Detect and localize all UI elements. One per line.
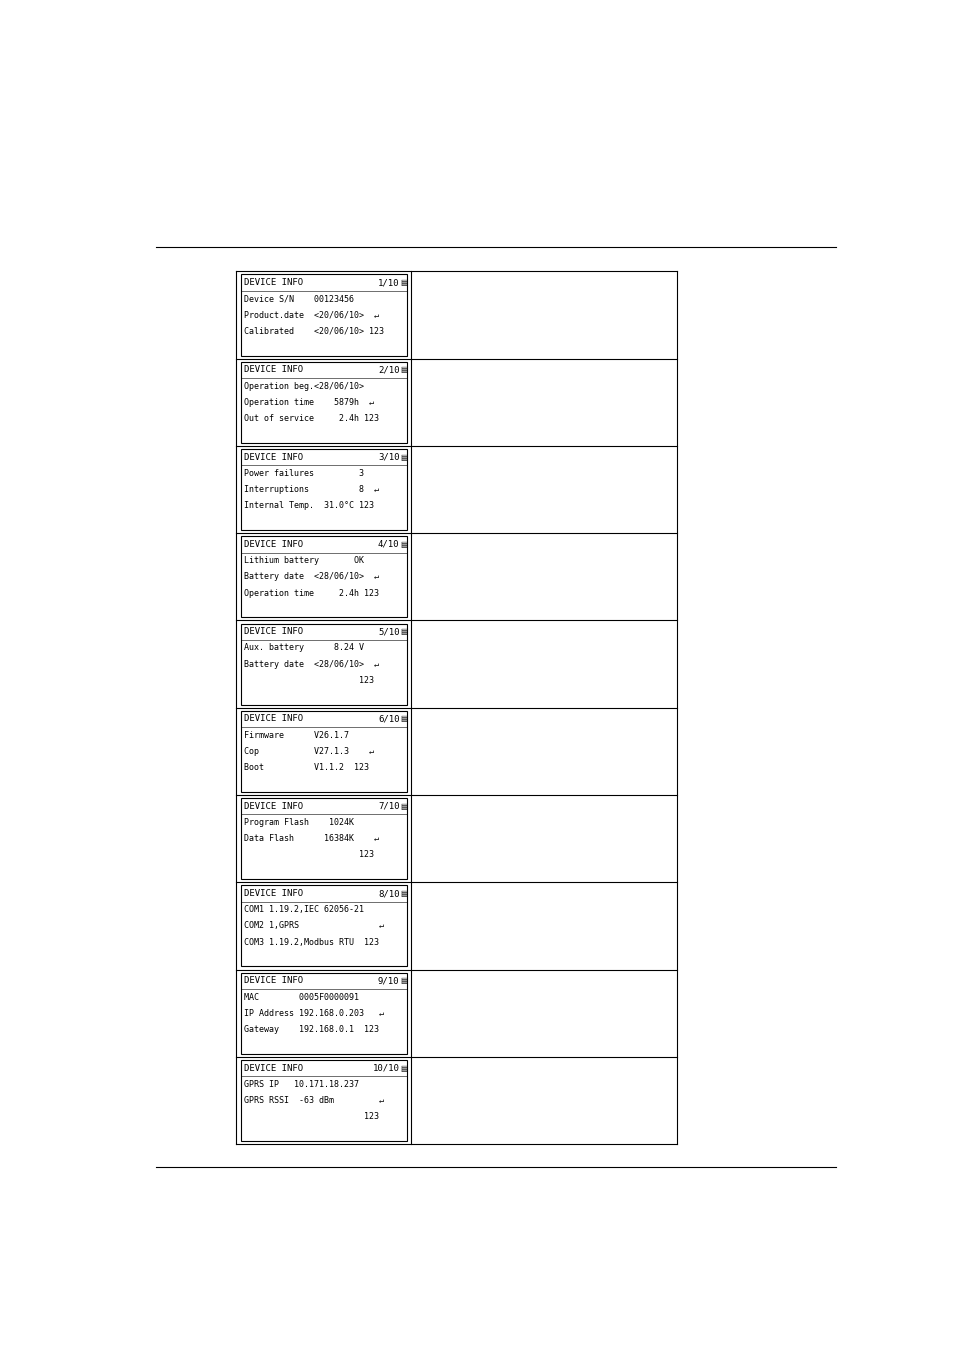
Text: DEVICE INFO: DEVICE INFO	[244, 453, 303, 462]
Text: Power failures         3: Power failures 3	[244, 469, 364, 478]
Text: Cop           V27.1.3    ↵: Cop V27.1.3 ↵	[244, 747, 374, 755]
Text: Lithium battery       OK: Lithium battery OK	[244, 557, 364, 565]
Text: Out of service     2.4h 123: Out of service 2.4h 123	[244, 413, 378, 423]
Text: Operation time    5879h  ↵: Operation time 5879h ↵	[244, 397, 374, 407]
Text: ▤: ▤	[400, 715, 407, 724]
Text: 9/10: 9/10	[377, 977, 399, 985]
Text: GPRS IP   10.171.18.237: GPRS IP 10.171.18.237	[244, 1079, 359, 1089]
Bar	[240, 449, 406, 530]
Bar	[240, 362, 406, 443]
Text: COM2 1,GPRS                ↵: COM2 1,GPRS ↵	[244, 921, 384, 931]
Text: 123: 123	[244, 850, 374, 859]
Text: 5/10: 5/10	[377, 627, 399, 636]
Bar	[240, 536, 406, 617]
Text: 123: 123	[244, 1112, 378, 1121]
Text: IP Address 192.168.0.203   ↵: IP Address 192.168.0.203 ↵	[244, 1009, 384, 1017]
Bar	[240, 711, 406, 792]
Bar	[240, 973, 406, 1054]
Bar	[240, 885, 406, 966]
Text: Device S/N    00123456: Device S/N 00123456	[244, 295, 354, 303]
Text: Battery date  <28/06/10>  ↵: Battery date <28/06/10> ↵	[244, 573, 378, 581]
Text: DEVICE INFO: DEVICE INFO	[244, 977, 303, 985]
Text: Boot          V1.1.2  123: Boot V1.1.2 123	[244, 763, 369, 771]
Text: Operation beg.<28/06/10>: Operation beg.<28/06/10>	[244, 381, 364, 390]
Text: 3/10: 3/10	[377, 453, 399, 462]
Text: DEVICE INFO: DEVICE INFO	[244, 1063, 303, 1073]
Text: GPRS RSSI  -63 dBm         ↵: GPRS RSSI -63 dBm ↵	[244, 1096, 384, 1105]
Text: Gateway    192.168.0.1  123: Gateway 192.168.0.1 123	[244, 1025, 378, 1034]
Text: Calibrated    <20/06/10> 123: Calibrated <20/06/10> 123	[244, 327, 384, 335]
Bar	[240, 1061, 406, 1142]
Text: 1/10: 1/10	[377, 278, 399, 286]
Text: COM3 1.19.2,Modbus RTU  123: COM3 1.19.2,Modbus RTU 123	[244, 938, 378, 947]
Text: 10/10: 10/10	[373, 1063, 399, 1073]
Text: ▤: ▤	[400, 540, 407, 549]
Text: 4/10: 4/10	[377, 540, 399, 549]
Text: ▤: ▤	[400, 1063, 407, 1073]
Text: Aux. battery      8.24 V: Aux. battery 8.24 V	[244, 643, 364, 653]
Text: 2/10: 2/10	[377, 365, 399, 374]
Bar	[240, 624, 406, 705]
Text: DEVICE INFO: DEVICE INFO	[244, 278, 303, 286]
Text: ▤: ▤	[400, 453, 407, 462]
Text: ▤: ▤	[400, 278, 407, 286]
Text: 7/10: 7/10	[377, 801, 399, 811]
Text: Internal Temp.  31.0°C 123: Internal Temp. 31.0°C 123	[244, 501, 374, 511]
Text: Program Flash    1024K: Program Flash 1024K	[244, 817, 354, 827]
Text: Firmware      V26.1.7: Firmware V26.1.7	[244, 731, 349, 740]
Text: DEVICE INFO: DEVICE INFO	[244, 365, 303, 374]
Text: Interruptions          8  ↵: Interruptions 8 ↵	[244, 485, 378, 494]
Text: 6/10: 6/10	[377, 715, 399, 724]
Text: Battery date  <28/06/10>  ↵: Battery date <28/06/10> ↵	[244, 659, 378, 669]
Text: ▤: ▤	[400, 889, 407, 898]
Bar	[240, 798, 406, 880]
Text: DEVICE INFO: DEVICE INFO	[244, 889, 303, 898]
Text: ▤: ▤	[400, 801, 407, 811]
Text: 123: 123	[244, 676, 374, 685]
Text: Data Flash      16384K    ↵: Data Flash 16384K ↵	[244, 834, 378, 843]
Text: 8/10: 8/10	[377, 889, 399, 898]
Text: COM1 1.19.2,IEC 62056-21: COM1 1.19.2,IEC 62056-21	[244, 905, 364, 915]
Text: ▤: ▤	[400, 977, 407, 985]
Text: Operation time     2.4h 123: Operation time 2.4h 123	[244, 589, 378, 597]
Text: DEVICE INFO: DEVICE INFO	[244, 801, 303, 811]
Bar	[240, 274, 406, 355]
Text: DEVICE INFO: DEVICE INFO	[244, 627, 303, 636]
Text: MAC        0005F0000091: MAC 0005F0000091	[244, 993, 359, 1001]
Text: DEVICE INFO: DEVICE INFO	[244, 540, 303, 549]
Text: ▤: ▤	[400, 365, 407, 374]
Text: ▤: ▤	[400, 627, 407, 636]
Text: Product.date  <20/06/10>  ↵: Product.date <20/06/10> ↵	[244, 311, 378, 319]
Text: DEVICE INFO: DEVICE INFO	[244, 715, 303, 724]
